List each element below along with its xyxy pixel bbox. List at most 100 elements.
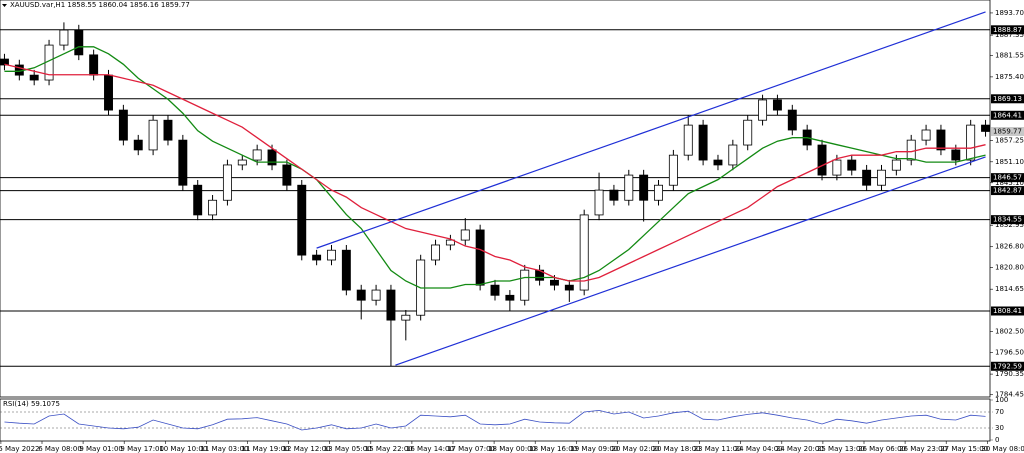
y-tick-label: 1802.50 bbox=[995, 328, 1024, 336]
candle-body bbox=[222, 164, 232, 201]
x-tick-label: 13 May 05:00 bbox=[324, 445, 372, 453]
moving-average bbox=[4, 63, 986, 282]
chart-title: XAUUSD.var,H1 1858.55 1860.04 1856.16 18… bbox=[10, 1, 190, 9]
x-tick-label: 15 May 22:00 bbox=[365, 445, 413, 453]
y-tick-label: 0 bbox=[995, 436, 999, 444]
x-tick-label: 30 May 08:00 bbox=[981, 445, 1024, 453]
candle-body bbox=[564, 284, 574, 291]
last-price-tag bbox=[991, 127, 1024, 137]
y-tick-label: 1857.25 bbox=[995, 136, 1024, 144]
candle-body bbox=[371, 289, 381, 301]
candle-body bbox=[981, 124, 991, 132]
candle-body bbox=[178, 139, 188, 186]
y-tick-label: 1832.95 bbox=[995, 221, 1024, 229]
x-tick-label: 26 May 06:00 bbox=[858, 445, 906, 453]
candle-body bbox=[594, 189, 604, 216]
candle-body bbox=[282, 164, 292, 186]
level-label: 1864.41 bbox=[993, 111, 1022, 119]
level-tag bbox=[991, 306, 1024, 316]
x-tick-label: 16 May 14:00 bbox=[406, 445, 454, 453]
x-tick-label: 11 May 19:00 bbox=[241, 445, 289, 453]
y-tick-label: 1845.10 bbox=[995, 179, 1024, 187]
candle-body bbox=[862, 169, 872, 186]
candle-body bbox=[936, 129, 946, 151]
x-tick-label: 10 May 10:00 bbox=[159, 445, 207, 453]
level-label: 1792.59 bbox=[993, 362, 1022, 370]
moving-average bbox=[4, 46, 986, 289]
channel-line bbox=[395, 156, 986, 366]
candle-body bbox=[89, 54, 99, 76]
rsi-line bbox=[4, 409, 986, 431]
level-label: 1888.87 bbox=[993, 26, 1022, 34]
candle-body bbox=[118, 109, 128, 141]
menu-arrow[interactable] bbox=[2, 4, 7, 7]
x-tick-label: 5 May 2022 bbox=[0, 445, 40, 453]
candle-body bbox=[683, 124, 693, 156]
x-tick-label: 9 May 01:00 bbox=[79, 445, 123, 453]
y-tick-label: 1875.40 bbox=[995, 73, 1024, 81]
x-tick-label: 20 May 18:00 bbox=[652, 445, 700, 453]
x-tick-label: 25 May 13:00 bbox=[817, 445, 865, 453]
candle-body bbox=[728, 144, 738, 166]
x-tick-label: 27 May 15:00 bbox=[940, 445, 988, 453]
level-label: 1869.13 bbox=[993, 95, 1022, 103]
candle-body bbox=[787, 109, 797, 131]
x-tick-label: 12 May 12:00 bbox=[283, 445, 331, 453]
candle-body bbox=[460, 229, 470, 241]
x-tick-label: 23 May 11:00 bbox=[694, 445, 742, 453]
candle-body bbox=[237, 159, 247, 166]
candle-body bbox=[475, 229, 485, 286]
y-tick-label: 70 bbox=[995, 408, 1004, 416]
candle-body bbox=[520, 269, 530, 301]
x-tick-label: 26 May 23:00 bbox=[899, 445, 947, 453]
y-tick-label: 1826.80 bbox=[995, 243, 1024, 251]
level-tag bbox=[991, 173, 1024, 183]
candle-body bbox=[579, 214, 589, 291]
x-tick-label: 24 May 04:00 bbox=[735, 445, 783, 453]
candle-body bbox=[356, 289, 366, 301]
candle-body bbox=[208, 199, 218, 216]
y-tick-label: 30 bbox=[995, 424, 1004, 432]
candle-body bbox=[445, 239, 455, 246]
y-tick-label: 1881.55 bbox=[995, 51, 1024, 59]
level-tag bbox=[991, 215, 1024, 225]
candle-body bbox=[654, 184, 663, 201]
candle-body bbox=[832, 159, 842, 176]
candle-body bbox=[341, 249, 351, 291]
level-tag bbox=[991, 186, 1024, 196]
candle-body bbox=[668, 154, 678, 186]
y-tick-label: 1851.10 bbox=[995, 158, 1024, 166]
candle-body bbox=[490, 284, 500, 296]
candle-body bbox=[713, 159, 723, 166]
candle-body bbox=[29, 74, 39, 81]
level-tag bbox=[991, 94, 1024, 104]
candle-body bbox=[758, 99, 768, 121]
candle-body bbox=[401, 314, 411, 321]
price-pane bbox=[0, 0, 991, 398]
candle-body bbox=[639, 174, 649, 201]
last-price-label: 1859.77 bbox=[993, 128, 1022, 136]
x-tick-label: 9 May 17:00 bbox=[120, 445, 164, 453]
y-tick-label: 1820.80 bbox=[995, 264, 1024, 272]
x-tick-label: 18 May 00:00 bbox=[488, 445, 536, 453]
y-tick-label: 1893.70 bbox=[995, 9, 1024, 17]
candle-body bbox=[877, 169, 886, 186]
x-tick-label: 17 May 07:00 bbox=[447, 445, 495, 453]
x-tick-label: 24 May 20:00 bbox=[776, 445, 824, 453]
candle-body bbox=[193, 184, 203, 216]
candle-body bbox=[0, 58, 9, 66]
candle-body bbox=[966, 124, 976, 161]
candle-body bbox=[312, 254, 322, 261]
candle-body bbox=[624, 174, 634, 201]
level-label: 1834.55 bbox=[993, 216, 1022, 224]
candle-body bbox=[549, 279, 559, 286]
level-tag bbox=[991, 110, 1024, 120]
candle-body bbox=[906, 139, 916, 161]
x-tick-label: 20 May 02:00 bbox=[611, 445, 659, 453]
candle-body bbox=[772, 99, 782, 111]
rsi-pane bbox=[0, 398, 991, 442]
candle-body bbox=[921, 129, 931, 141]
candle-body bbox=[267, 149, 277, 166]
x-tick-label: 18 May 16:00 bbox=[529, 445, 577, 453]
